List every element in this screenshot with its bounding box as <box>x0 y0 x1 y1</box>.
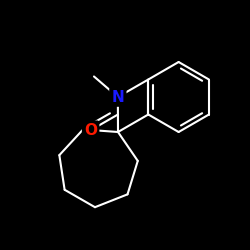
Text: N: N <box>112 90 124 104</box>
Text: O: O <box>84 123 97 138</box>
